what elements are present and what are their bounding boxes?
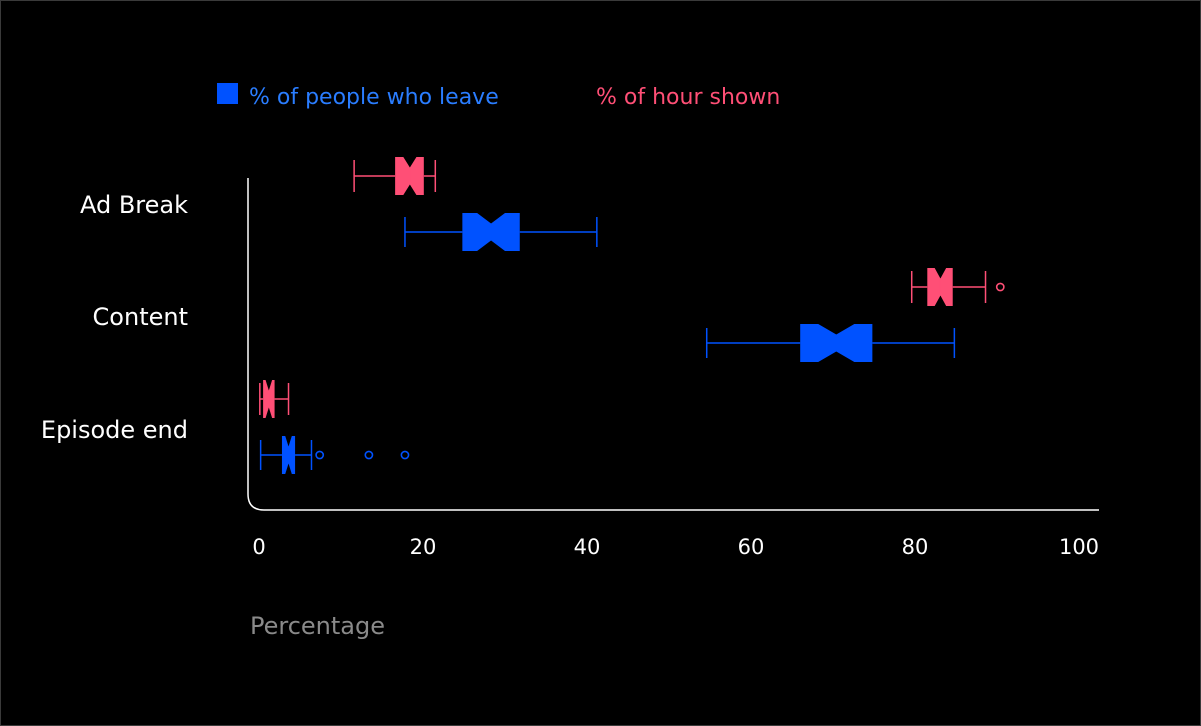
legend-label-leave: % of people who leave [249,85,499,110]
category-labels: Ad Break Content Episode end [41,191,188,444]
axis-frame [247,178,1099,511]
legend-label-hour: % of hour shown [596,85,780,110]
box-of-people-who-leave-episode-end-outlier-1 [364,450,374,460]
box-of-people-who-leave-episode-end [259,436,410,474]
box-plots [259,157,1005,474]
legend-swatch-leave [217,83,238,104]
x-axis-title: Percentage [250,612,385,640]
category-label-content: Content [93,303,188,331]
box-of-hour-shown-ad-break [353,157,437,195]
box-of-people-who-leave-content [705,324,956,362]
legend: % of people who leave % of hour shown [217,83,780,110]
category-label-episode-end: Episode end [41,416,188,444]
box-of-hour-shown-content [910,268,1005,306]
box-of-people-who-leave-ad-break [404,213,598,251]
x-tick-label-60: 60 [738,535,765,559]
box-of-people-who-leave-episode-end-outlier-0 [315,450,325,460]
box-of-hour-shown-episode-end [259,380,290,418]
x-tick-label-20: 20 [410,535,437,559]
x-tick-label-40: 40 [574,535,601,559]
x-tick-label-80: 80 [902,535,929,559]
category-label-ad-break: Ad Break [80,191,188,219]
x-tick-label-100: 100 [1059,535,1099,559]
box-of-hour-shown-content-outlier-0 [995,282,1005,292]
x-tick-label-0: 0 [252,535,265,559]
x-tick-labels: 0 20 40 60 80 100 [252,535,1099,559]
box-of-people-who-leave-episode-end-outlier-2 [400,450,410,460]
